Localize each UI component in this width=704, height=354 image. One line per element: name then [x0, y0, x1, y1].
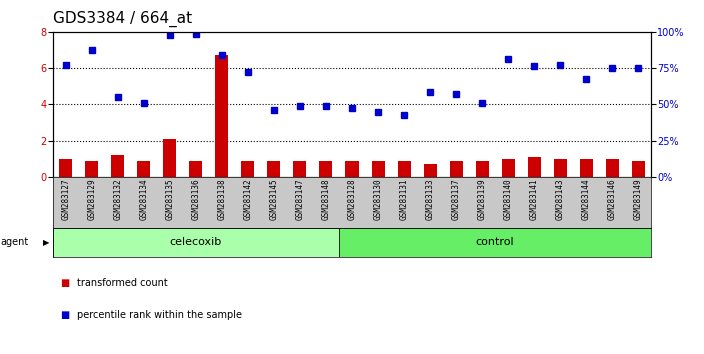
Text: GSM283136: GSM283136 [191, 178, 201, 220]
Bar [163, 139, 177, 177]
Bar [53, 228, 339, 257]
Text: GSM283149: GSM283149 [634, 178, 643, 220]
Bar [59, 159, 73, 177]
Text: GSM283127: GSM283127 [61, 178, 70, 220]
Bar [553, 159, 567, 177]
Text: GSM283146: GSM283146 [608, 178, 617, 220]
Text: GSM283143: GSM283143 [555, 178, 565, 220]
Text: GSM283141: GSM283141 [529, 178, 539, 220]
Bar [527, 157, 541, 177]
Bar [450, 161, 463, 177]
Bar [241, 161, 254, 177]
Text: GDS3384 / 664_at: GDS3384 / 664_at [53, 11, 192, 27]
Bar [339, 228, 651, 257]
Bar [372, 161, 384, 177]
Text: ■: ■ [60, 278, 69, 288]
Text: GSM283147: GSM283147 [296, 178, 304, 220]
Text: ■: ■ [60, 310, 69, 320]
Text: agent: agent [1, 238, 29, 247]
Text: GSM283139: GSM283139 [477, 178, 486, 220]
Text: GSM283129: GSM283129 [87, 178, 96, 220]
Bar [137, 161, 151, 177]
Text: GSM283135: GSM283135 [165, 178, 175, 220]
Bar [215, 56, 228, 177]
Bar [111, 155, 125, 177]
Text: control: control [476, 238, 515, 247]
Text: percentile rank within the sample: percentile rank within the sample [77, 310, 242, 320]
Text: GSM283133: GSM283133 [425, 178, 434, 220]
Text: GSM283140: GSM283140 [503, 178, 513, 220]
Bar [631, 161, 645, 177]
Text: GSM283128: GSM283128 [348, 178, 356, 220]
Bar [85, 161, 99, 177]
Bar [320, 161, 332, 177]
Bar [502, 159, 515, 177]
Text: ▶: ▶ [43, 238, 49, 247]
Text: GSM283134: GSM283134 [139, 178, 149, 220]
Text: transformed count: transformed count [77, 278, 168, 288]
Text: GSM283142: GSM283142 [244, 178, 253, 220]
Bar [189, 161, 203, 177]
Text: GSM283132: GSM283132 [113, 178, 122, 220]
Bar [605, 159, 619, 177]
Text: GSM283137: GSM283137 [451, 178, 460, 220]
Text: GSM283131: GSM283131 [400, 178, 408, 220]
Text: GSM283130: GSM283130 [374, 178, 382, 220]
Text: GSM283144: GSM283144 [582, 178, 591, 220]
Bar [346, 161, 358, 177]
Text: GSM283148: GSM283148 [322, 178, 330, 220]
Text: GSM283145: GSM283145 [270, 178, 279, 220]
Bar [398, 161, 410, 177]
Bar [476, 161, 489, 177]
Bar [294, 161, 306, 177]
Bar [268, 161, 280, 177]
Text: celecoxib: celecoxib [170, 238, 222, 247]
Bar [579, 159, 593, 177]
Bar [424, 164, 436, 177]
Text: GSM283138: GSM283138 [218, 178, 227, 220]
